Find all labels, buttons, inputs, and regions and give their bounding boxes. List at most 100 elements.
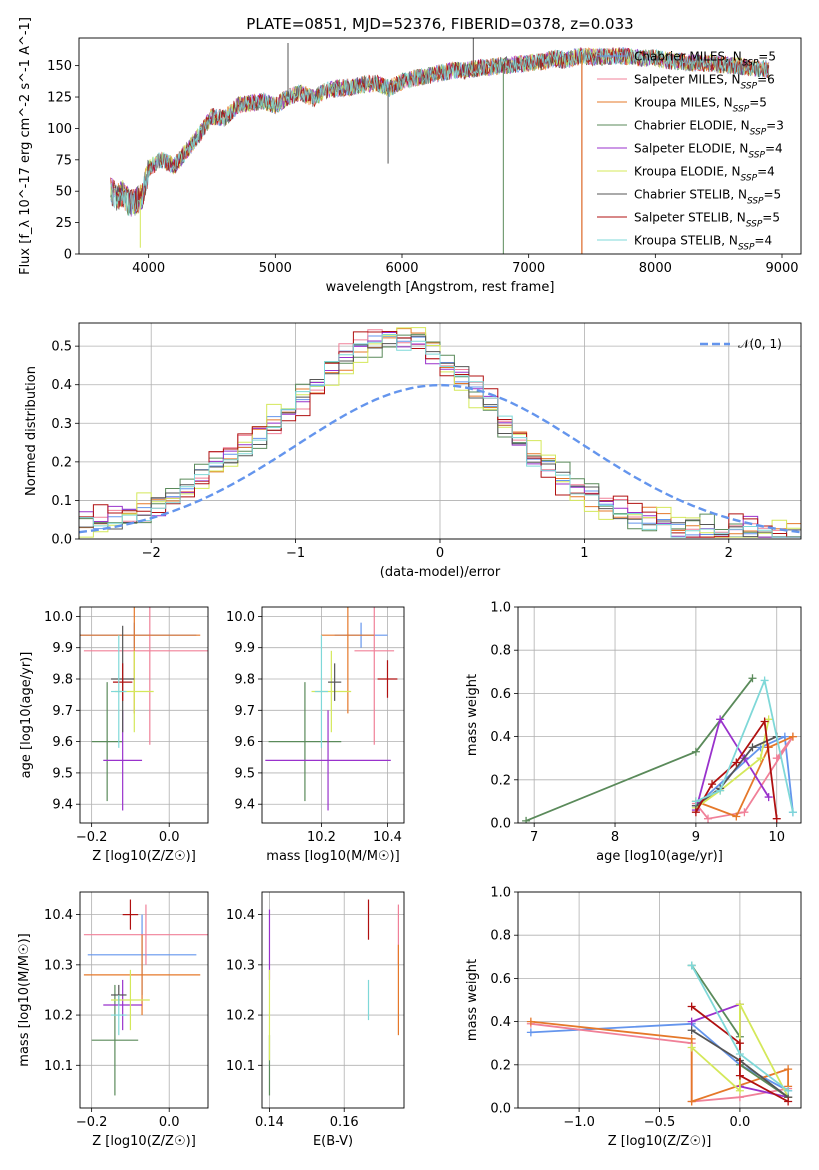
x-axis-label: E(B-V) (313, 1134, 353, 1149)
plot-area (522, 674, 797, 823)
weight-vs-metallicity-panel: −1.0 −0.5 0.0 0.0 0.2 0.4 0.6 0.8 1.0 Z [log10(Z/… (465, 886, 802, 1149)
x-tick-label: 8 (611, 830, 619, 845)
errorbar-point (83, 904, 208, 965)
y-tick-label: 0.4 (51, 378, 72, 393)
plot-area (80, 607, 208, 811)
figure-title: PLATE=0851, MJD=52376, FIBERID=0378, z=0… (246, 15, 633, 33)
x-tick-label: 7000 (512, 261, 545, 276)
legend-label: Kroupa ELODIE, NSSP=4 (634, 165, 775, 184)
y-tick-label: 9.6 (52, 735, 73, 750)
errorbar-point (314, 635, 329, 748)
x-tick-label: 10 (768, 830, 785, 845)
errorbar-point (111, 969, 150, 1031)
weight-marker (772, 814, 781, 823)
histogram-5 (79, 327, 801, 538)
x-tick-label: 6000 (385, 261, 418, 276)
age-vs-mass-panel: 10.2 10.4 9.4 9.5 9.6 9.7 9.8 9.9 10.0 mass [log1… (226, 606, 405, 864)
legend-label: Salpeter ELODIE, NSSP=4 (634, 142, 783, 161)
weight-marker (784, 1097, 793, 1106)
weight-marker (760, 676, 769, 685)
weight-series-0 (695, 735, 794, 813)
weight-marker (691, 797, 700, 806)
y-axis-label: mass weight (465, 674, 480, 756)
x-tick-label: 4000 (132, 261, 165, 276)
x-axis-label: (data-model)/error (380, 565, 501, 580)
y-tick-label: 9.5 (234, 766, 255, 781)
y-tick-label: 0.8 (490, 929, 511, 944)
weight-marker (788, 732, 797, 741)
weight-marker (687, 961, 696, 970)
y-tick-label: 100 (47, 122, 72, 137)
weight-series-6 (695, 735, 778, 807)
y-axis-label: mass [log10(M/M☉)] (17, 933, 32, 1066)
legend-label: Kroupa MILES, NSSP=5 (634, 96, 767, 115)
x-tick-label: 0.0 (730, 1115, 751, 1130)
weight-marker (740, 808, 749, 817)
y-tick-label: 150 (47, 59, 72, 74)
x-tick-label: 0.0 (159, 830, 180, 845)
spectrum-panel: 4000 5000 6000 7000 8000 9000 0 25 50 75 100 125 150… (18, 17, 802, 295)
x-axis-label: Z [log10(Z/Z☉)] (92, 1134, 196, 1149)
x-tick-label: 0.14 (255, 1115, 284, 1130)
x-tick-label: 9 (692, 830, 700, 845)
legend-label: Salpeter STELIB, NSSP=5 (634, 211, 780, 230)
y-tick-label: 0.5 (51, 340, 72, 355)
y-tick-label: 0.0 (490, 817, 511, 832)
weight-marker (772, 754, 781, 763)
y-tick-label: 10.2 (226, 1009, 255, 1024)
x-tick-label: −1.0 (563, 1115, 595, 1130)
age-vs-metallicity-panel: −0.2 0.0 9.4 9.5 9.6 9.7 9.8 9.9 10.0 Z [log10(Z/… (19, 606, 209, 864)
x-tick-label: 2 (725, 546, 733, 561)
weight-marker (788, 808, 797, 817)
weight-series-2 (695, 735, 794, 818)
y-tick-label: 0.4 (490, 730, 511, 745)
axes-frame (79, 891, 209, 1109)
y-tick-label: 10.0 (44, 610, 73, 625)
mass-vs-metallicity-panel: −0.2 0.0 10.1 10.2 10.3 10.4 Z [log10(Z/Z☉)] ma… (17, 891, 209, 1149)
legend-label: Kroupa STELIB, NSSP=4 (634, 234, 772, 253)
y-tick-label: 1.0 (490, 886, 511, 901)
errorbar-point (111, 635, 127, 748)
y-tick-label: 9.8 (234, 673, 255, 688)
weight-marker (748, 743, 757, 752)
weight-marker (687, 1026, 696, 1035)
x-tick-label: 0.16 (330, 1115, 359, 1130)
axes-frame (261, 606, 405, 824)
errorbar-point (112, 663, 133, 701)
errorbar-point (268, 682, 342, 802)
y-axis-label: age [log10(age/yr)] (19, 652, 34, 779)
mass-vs-extinction-panel: 0.14 0.16 10.1 10.2 10.3 10.4 E(B-V) (226, 891, 405, 1149)
y-tick-label: 0.6 (490, 972, 511, 987)
y-tick-label: 125 (47, 91, 72, 106)
plot-area (110, 38, 770, 254)
weight-marker (687, 1097, 696, 1106)
y-tick-label: 9.7 (234, 704, 255, 719)
x-axis-label: age [log10(age/yr)] (596, 849, 723, 864)
y-tick-label: 9.6 (234, 735, 255, 750)
weight-series-8 (695, 677, 794, 813)
x-tick-label: 10.2 (307, 830, 336, 845)
weight-marker (735, 1000, 744, 1009)
legend-label: Salpeter MILES, NSSP=6 (634, 73, 775, 92)
x-tick-label: −2 (142, 546, 161, 561)
y-tick-label: 9.5 (52, 766, 73, 781)
plot-area (526, 961, 793, 1106)
plot-area (83, 899, 208, 1096)
x-tick-label: −1 (286, 546, 305, 561)
y-tick-label: 50 (55, 185, 72, 200)
y-axis-label: Normed distribution (24, 366, 39, 496)
legend-label: Chabrier STELIB, NSSP=5 (634, 188, 781, 207)
legend-label: Chabrier MILES, NSSP=5 (634, 50, 776, 69)
x-tick-label: −0.5 (644, 1115, 676, 1130)
weight-marker (784, 1065, 793, 1074)
y-tick-label: 10.3 (44, 958, 73, 973)
spectrum-legend: Chabrier MILES, NSSP=5 Salpeter MILES, NS… (597, 50, 784, 253)
errorbar-point (122, 899, 139, 930)
y-tick-label: 10.1 (226, 1059, 255, 1074)
axes-frame (78, 322, 802, 540)
y-tick-label: 10.1 (44, 1059, 73, 1074)
x-tick-label: 9000 (765, 261, 798, 276)
histogram-4 (79, 332, 801, 538)
errorbar-point (103, 979, 143, 1031)
